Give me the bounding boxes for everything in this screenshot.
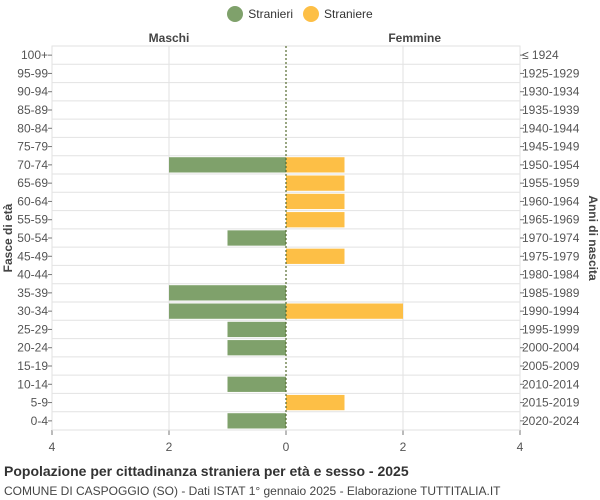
birth-year-label: 1955-1959 <box>522 176 580 190</box>
birth-year-label: 1990-1994 <box>522 304 580 318</box>
legend-swatch-male <box>227 6 244 22</box>
birth-year-label: 1945-1949 <box>522 140 580 154</box>
age-group-label: 65-69 <box>17 176 48 190</box>
legend-label-female: Straniere <box>323 7 373 21</box>
bar-female <box>286 175 345 191</box>
birth-year-label: 1925-1929 <box>522 66 580 80</box>
age-group-label: 0-4 <box>31 414 49 428</box>
birth-year-label: 2015-2019 <box>522 396 580 410</box>
bar-female <box>286 157 345 173</box>
age-group-label: 10-14 <box>17 377 48 391</box>
x-tick-label: 4 <box>517 440 524 454</box>
age-group-label: 5-9 <box>31 396 49 410</box>
age-group-label: 20-24 <box>17 341 48 355</box>
x-tick-label: 2 <box>400 440 407 454</box>
birth-year-label: 2000-2004 <box>522 341 580 355</box>
y-axis-title-left: Fasce di età <box>1 203 15 272</box>
age-group-label: 15-19 <box>17 359 48 373</box>
birth-year-label: 2005-2009 <box>522 359 580 373</box>
bar-female <box>286 212 345 228</box>
age-group-label: 30-34 <box>17 304 48 318</box>
age-group-label: 35-39 <box>17 286 48 300</box>
bar-male <box>227 340 286 356</box>
x-tick-label: 4 <box>49 440 56 454</box>
age-group-label: 85-89 <box>17 103 48 117</box>
age-group-label: 75-79 <box>17 140 48 154</box>
bar-male <box>227 376 286 392</box>
birth-year-label: 1960-1964 <box>522 194 580 208</box>
age-group-label: 40-44 <box>17 268 48 282</box>
side-label-female: Femmine <box>388 31 441 45</box>
legend-label-male: Stranieri <box>248 7 293 21</box>
bar-male <box>227 230 286 246</box>
age-group-label: 60-64 <box>17 194 48 208</box>
age-group-label: 70-74 <box>17 158 48 172</box>
birth-year-label: 1965-1969 <box>522 213 580 227</box>
bar-female <box>286 394 345 411</box>
bar-male <box>227 321 286 338</box>
birth-year-label: 1985-1989 <box>522 286 580 300</box>
birth-year-label: 1970-1974 <box>522 231 580 245</box>
legend-item-female[interactable]: Straniere <box>302 6 373 22</box>
chart-title: Popolazione per cittadinanza straniera p… <box>4 463 409 479</box>
age-group-label: 45-49 <box>17 249 48 263</box>
age-group-label: 55-59 <box>17 213 48 227</box>
age-group-label: 90-94 <box>17 85 48 99</box>
birth-year-label: 1950-1954 <box>522 158 580 172</box>
bar-male <box>169 303 286 319</box>
age-group-label: 25-29 <box>17 322 48 336</box>
bar-female <box>286 193 345 210</box>
birth-year-label: 1935-1939 <box>522 103 580 117</box>
bar-male <box>169 285 286 301</box>
age-group-label: 50-54 <box>17 231 48 245</box>
birth-year-label: 2020-2024 <box>522 414 580 428</box>
birth-year-label: 1930-1934 <box>522 85 580 99</box>
chart-subtitle: COMUNE DI CASPOGGIO (SO) - Dati ISTAT 1°… <box>4 484 501 498</box>
x-tick-label: 0 <box>283 440 290 454</box>
bar-female <box>286 248 345 264</box>
birth-year-label: 1995-1999 <box>522 322 580 336</box>
birth-year-label: 1940-1944 <box>522 121 580 135</box>
age-group-label: 100+ <box>21 48 48 62</box>
y-axis-title-right: Anni di nascita <box>586 195 600 281</box>
bar-male <box>169 157 286 173</box>
x-tick-label: 2 <box>166 440 173 454</box>
birth-year-label: 1980-1984 <box>522 268 580 282</box>
birth-year-label: 1975-1979 <box>522 249 580 263</box>
population-pyramid-chart: 4 2 0 2 4 100+ ≤ 1924 95-99 1925-1929 90-94 1930-1… <box>1 31 600 454</box>
bar-female <box>286 303 403 319</box>
birth-year-label: ≤ 1924 <box>522 48 559 62</box>
age-group-label: 95-99 <box>17 66 48 80</box>
side-label-male: Maschi <box>149 31 190 45</box>
age-group-label: 80-84 <box>17 121 48 135</box>
chart-legend: Stranieri Straniere <box>0 6 600 22</box>
bar-male <box>227 413 286 429</box>
legend-item-male[interactable]: Stranieri <box>227 6 293 22</box>
birth-year-label: 2010-2014 <box>522 377 580 391</box>
legend-swatch-female <box>302 6 319 22</box>
